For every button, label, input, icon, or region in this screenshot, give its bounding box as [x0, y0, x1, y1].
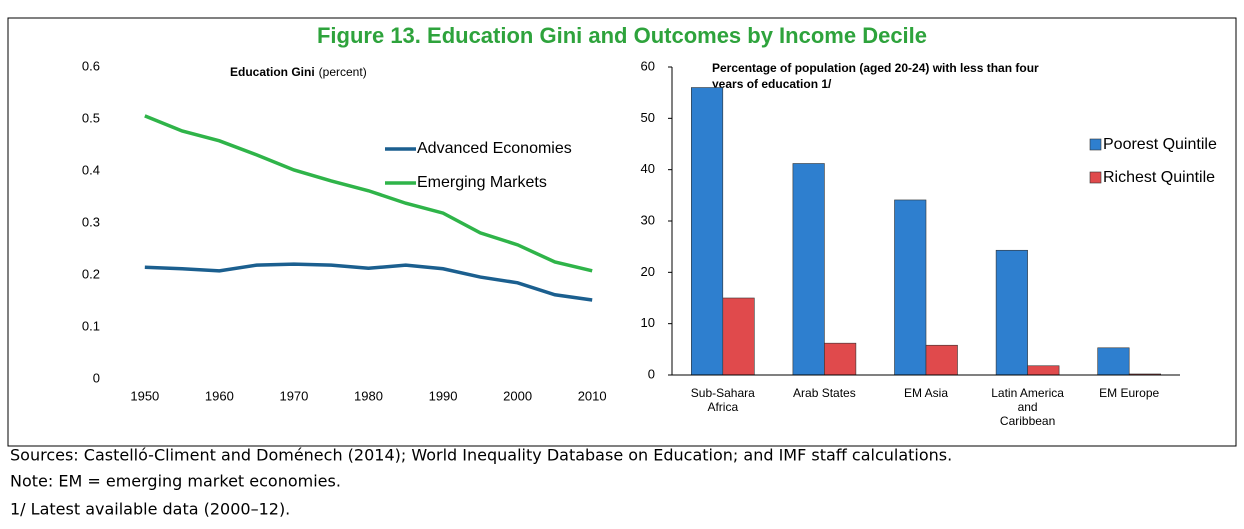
y-tick-label: 0.2	[82, 266, 100, 281]
y-tick-label: 0.3	[82, 214, 100, 229]
bar	[925, 344, 958, 376]
y-tick-label: 0	[648, 366, 655, 381]
legend-label: Advanced Economies	[417, 140, 572, 157]
y-tick-label: 30	[641, 212, 655, 227]
x-tick-label: Arab States	[793, 386, 856, 400]
x-tick-label: 2010	[578, 388, 607, 403]
x-tick-label-box: Sub-Sahara Africa	[690, 386, 755, 414]
bar	[824, 342, 857, 376]
bar	[1027, 365, 1060, 376]
x-tick-label-box: Arab States	[793, 386, 856, 400]
line	[144, 114, 593, 273]
x-tick-label: 2000	[503, 388, 532, 403]
y-tick-label: 0.4	[82, 162, 100, 177]
line	[144, 262, 593, 302]
x-tick-label-box: EM Europe	[1099, 386, 1160, 400]
x-tick-label: Sub-Sahara Africa	[690, 386, 755, 414]
legend-swatch	[1089, 171, 1102, 184]
bar	[894, 199, 927, 376]
x-tick-label: 1960	[205, 388, 234, 403]
legend-label: Richest Quintile	[1103, 169, 1215, 186]
y-tick-label: 0.5	[82, 110, 100, 125]
y-tick-label: 0.1	[82, 318, 100, 333]
chart-title: Percentage of population (aged 20-24) wi…	[712, 61, 1039, 91]
y-tick-label: 0	[93, 370, 100, 385]
note: Note: EM = emerging market economies.	[10, 472, 341, 491]
bar	[792, 163, 825, 376]
x-tick-label: 1950	[130, 388, 159, 403]
x-tick-label-box: Latin America and Caribbean	[991, 386, 1064, 428]
bar	[995, 249, 1028, 376]
y-tick-label: 0.6	[82, 58, 100, 73]
note: Sources: Castelló-Climent and Doménech (…	[10, 446, 952, 465]
legend-swatch	[1089, 138, 1102, 151]
y-tick-label: 40	[641, 161, 655, 176]
y-tick-label: 60	[641, 58, 655, 73]
y-tick-label: 20	[641, 264, 655, 279]
figure-border	[7, 17, 1237, 447]
bar	[722, 297, 755, 376]
legend-label: Emerging Markets	[417, 174, 547, 191]
bar	[1097, 347, 1130, 376]
x-tick-label: EM Europe	[1099, 386, 1160, 400]
x-tick-label-box: EM Asia	[903, 386, 948, 400]
y-tick-label: 10	[641, 315, 655, 330]
bar	[691, 87, 724, 376]
x-tick-label: Latin America and Caribbean	[991, 386, 1064, 428]
chart-title-box: Percentage of population (aged 20-24) wi…	[712, 61, 1039, 91]
note: 1/ Latest available data (2000–12).	[10, 500, 290, 519]
chart-subtitle: (percent)	[319, 65, 367, 79]
x-tick-label: 1970	[279, 388, 308, 403]
legend-label: Poorest Quintile	[1103, 136, 1217, 153]
chart-title: Education Gini	[230, 65, 315, 79]
x-tick-label: 1980	[354, 388, 383, 403]
figure-title: Figure 13. Education Gini and Outcomes b…	[317, 23, 927, 48]
x-tick-label: EM Asia	[903, 386, 948, 400]
y-tick-label: 50	[641, 110, 655, 125]
x-tick-label: 1990	[429, 388, 458, 403]
